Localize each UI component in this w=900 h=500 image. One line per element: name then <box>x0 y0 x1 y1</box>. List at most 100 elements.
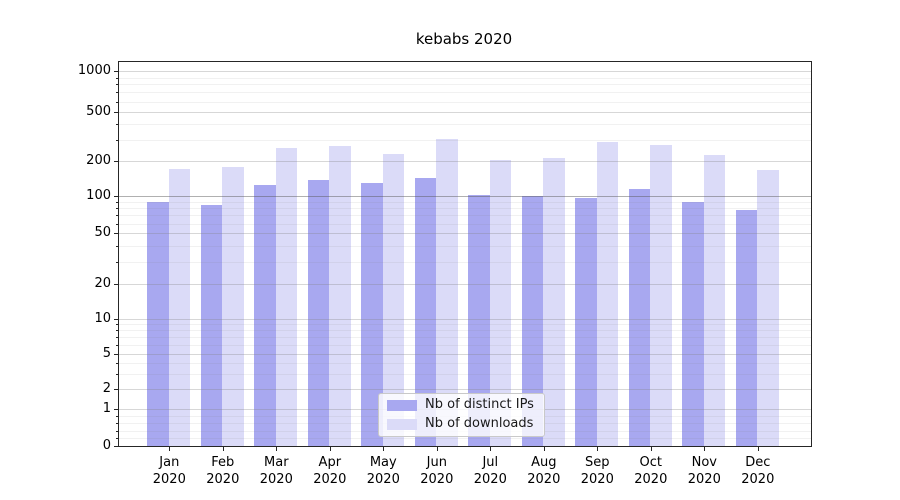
y-minor-tick-mark <box>116 415 118 417</box>
y-tick-mark <box>114 112 118 114</box>
x-label-year: 2020 <box>687 472 721 487</box>
bar-downloads <box>703 154 726 446</box>
x-axis-tick-label: Jun 2020 <box>405 454 469 488</box>
bar-downloads <box>168 168 191 446</box>
x-label-year: 2020 <box>206 472 240 487</box>
x-tick-mark <box>543 447 545 451</box>
x-label-year: 2020 <box>473 472 507 487</box>
x-tick-mark <box>329 447 331 451</box>
x-tick-mark <box>650 447 652 451</box>
x-label-year: 2020 <box>420 472 454 487</box>
x-label-year: 2020 <box>366 472 400 487</box>
y-minor-gridline <box>119 124 811 126</box>
y-minor-gridline <box>119 208 811 210</box>
y-minor-gridline <box>119 101 811 103</box>
y-tick-mark <box>114 284 118 285</box>
y-minor-tick-mark <box>116 124 118 126</box>
y-minor-gridline <box>119 84 811 86</box>
x-axis-tick-label: Dec 2020 <box>726 454 790 488</box>
x-axis-tick-label: Feb 2020 <box>191 454 255 488</box>
y-minor-tick-mark <box>116 373 118 375</box>
y-gridline <box>119 196 811 198</box>
y-minor-gridline <box>119 215 811 217</box>
y-minor-tick-mark <box>116 92 118 94</box>
y-gridline <box>119 284 811 285</box>
x-label-month: Apr <box>318 455 342 470</box>
y-minor-gridline <box>119 362 811 364</box>
x-tick-mark <box>490 447 492 451</box>
x-axis-tick-label: Aug 2020 <box>512 454 576 488</box>
legend-item-distinct-ips: Nb of distinct IPs <box>379 396 544 414</box>
y-minor-gridline <box>119 245 811 247</box>
bar-downloads <box>757 170 779 446</box>
plot-area: 0 1 2 5 10 20 50 100 200 500 1000 Jan 2020 Feb 2020 Mar… <box>78 61 812 487</box>
y-gridline <box>119 161 811 163</box>
y-tick-mark <box>114 389 118 390</box>
x-tick-mark <box>757 447 759 451</box>
bars-layer <box>119 62 811 446</box>
bar-downloads <box>382 154 405 446</box>
y-tick-mark <box>114 408 118 410</box>
y-minor-gridline <box>119 92 811 94</box>
y-minor-gridline <box>119 261 811 263</box>
y-minor-tick-mark <box>116 423 118 425</box>
x-label-month: Jul <box>482 455 499 470</box>
bar-distinct-ips <box>414 178 437 446</box>
bar-distinct-ips <box>735 209 758 446</box>
bar-distinct-ips <box>521 196 544 446</box>
y-minor-tick-mark <box>116 84 118 86</box>
gridlines-layer <box>119 62 811 446</box>
legend: Nb of distinct IPs Nb of downloads <box>378 393 545 437</box>
bar-distinct-ips <box>307 180 330 446</box>
bar-downloads <box>543 158 565 446</box>
x-label-month: Jan <box>159 455 180 470</box>
y-minor-gridline <box>119 330 811 332</box>
y-minor-tick-mark <box>116 223 118 225</box>
x-label-month: Sep <box>585 455 610 470</box>
x-label-month: Feb <box>211 455 235 470</box>
legend-swatch-distinct-ips <box>387 400 417 411</box>
x-tick-mark <box>222 447 224 451</box>
y-axis-tick-label: 200 <box>86 153 111 169</box>
y-tick-mark <box>114 196 118 198</box>
y-axis-tick-label: 500 <box>86 104 111 120</box>
y-axis-tick-label: 20 <box>94 276 111 291</box>
x-tick-mark <box>597 447 599 451</box>
x-label-year: 2020 <box>313 472 347 487</box>
bar-downloads <box>650 145 672 446</box>
y-minor-tick-mark <box>116 330 118 332</box>
y-minor-tick-mark <box>116 245 118 247</box>
y-gridline <box>119 354 811 355</box>
y-gridline <box>119 233 811 235</box>
y-minor-tick-mark <box>116 430 118 432</box>
y-axis-tick-label: 0 <box>102 437 111 453</box>
y-tick-mark <box>114 161 118 163</box>
bar-downloads <box>275 148 298 446</box>
y-minor-tick-mark <box>116 438 118 440</box>
bar-downloads <box>329 145 351 446</box>
x-label-year: 2020 <box>580 472 614 487</box>
y-minor-gridline <box>119 344 811 346</box>
x-axis-tick-label: Nov 2020 <box>672 454 736 488</box>
bar-distinct-ips <box>361 183 383 446</box>
y-minor-tick-mark <box>116 337 118 338</box>
y-axis-tick-label: 10 <box>94 311 111 326</box>
x-label-year: 2020 <box>741 472 775 487</box>
x-label-month: Oct <box>639 455 663 470</box>
bar-distinct-ips <box>254 185 276 446</box>
x-axis-tick-label: Sep 2020 <box>565 454 629 488</box>
y-gridline <box>119 319 811 320</box>
y-minor-gridline <box>119 337 811 338</box>
y-gridline <box>119 112 811 114</box>
y-minor-gridline <box>119 438 811 440</box>
y-tick-mark <box>114 354 118 355</box>
x-label-month: Mar <box>264 455 289 470</box>
y-minor-tick-mark <box>116 208 118 210</box>
y-axis-tick-label: 50 <box>94 225 111 241</box>
x-axis-tick-label: Jul 2020 <box>458 454 522 488</box>
legend-label-distinct-ips: Nb of distinct IPs <box>425 397 534 412</box>
bar-distinct-ips <box>200 204 223 446</box>
x-label-year: 2020 <box>634 472 668 487</box>
y-minor-gridline <box>119 201 811 203</box>
y-axis-tick-label: 1 <box>102 400 111 416</box>
